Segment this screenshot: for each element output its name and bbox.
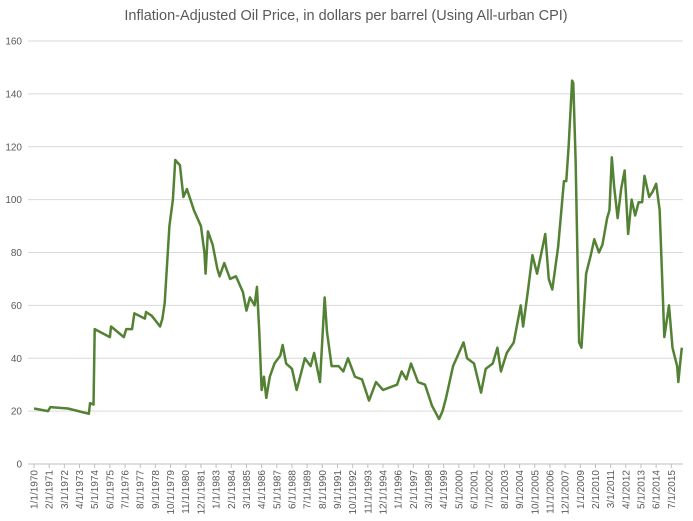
x-tick-label: 2/1/1984 [227, 470, 238, 509]
x-tick-label: 9/1/2004 [515, 470, 526, 509]
y-tick-label: 80 [11, 248, 23, 259]
x-tick-label: 6/1/1988 [287, 470, 298, 509]
x-tick-label: 7/1/1989 [303, 470, 314, 509]
y-tick-label: 100 [5, 195, 22, 206]
x-tick-label: 8/1/1977 [136, 470, 147, 509]
x-tick-label: 9/1/1991 [333, 470, 344, 509]
x-tick-label: 1/1/1970 [30, 470, 41, 509]
x-tick-label: 6/1/1975 [105, 470, 116, 509]
x-tick-label: 10/1/1979 [166, 470, 177, 515]
x-tick-label: 2/1/1971 [45, 470, 56, 509]
x-tick-label: 4/1/1999 [439, 470, 450, 509]
x-tick-label: 7/1/2015 [667, 470, 678, 509]
x-tick-label: 5/1/2000 [454, 470, 465, 509]
x-tick-label: 8/1/2003 [500, 470, 511, 509]
x-tick-label: 11/1/2006 [545, 470, 556, 514]
chart-title: Inflation-Adjusted Oil Price, in dollars… [124, 8, 567, 24]
x-tick-label: 8/1/1990 [318, 470, 329, 509]
x-tick-label: 7/1/1976 [121, 470, 132, 509]
x-tick-label: 4/1/2012 [621, 470, 632, 509]
data-line [33, 79, 684, 421]
x-tick-label: 6/1/2014 [652, 470, 663, 509]
x-tick-label: 5/1/1974 [90, 470, 101, 509]
y-tick-label: 120 [5, 142, 22, 153]
x-tick-label: 4/1/1986 [257, 470, 268, 509]
y-tick-label: 140 [5, 89, 22, 100]
x-tick-label: 2/1/2010 [591, 470, 602, 509]
x-tick-label: 10/1/2005 [530, 470, 541, 515]
x-tick-label: 4/1/1973 [75, 470, 86, 509]
y-tick-label: 40 [11, 354, 23, 365]
x-tick-label: 12/1/1981 [196, 470, 207, 515]
x-tick-label: 5/1/2013 [636, 470, 647, 509]
y-tick-label: 0 [16, 460, 22, 471]
x-tick-label: 6/1/2001 [470, 470, 481, 509]
x-tick-label: 3/1/1985 [242, 470, 253, 509]
y-tick-label: 160 [5, 37, 22, 48]
y-tick-label: 60 [11, 301, 23, 312]
x-tick-label: 7/1/2002 [485, 470, 496, 509]
x-tick-label: 2/1/1997 [409, 470, 420, 509]
x-tick-label: 11/1/1993 [363, 470, 374, 514]
x-tick-label: 1/1/1996 [394, 470, 405, 509]
x-tick-label: 12/1/2007 [561, 470, 572, 515]
y-tick-label: 20 [11, 407, 23, 418]
x-tick-label: 11/1/1980 [181, 470, 192, 514]
x-tick-label: 10/1/1992 [348, 470, 359, 515]
x-tick-label: 3/1/1972 [60, 470, 71, 509]
x-tick-label: 3/1/1998 [424, 470, 435, 509]
x-tick-label: 1/1/2009 [576, 470, 587, 509]
x-tick-label: 3/1/2011 [606, 470, 617, 509]
x-tick-label: 12/1/1994 [379, 470, 390, 515]
x-tick-label: 9/1/1978 [151, 470, 162, 509]
x-tick-label: 1/1/1983 [212, 470, 223, 509]
x-tick-label: 5/1/1987 [272, 470, 283, 509]
